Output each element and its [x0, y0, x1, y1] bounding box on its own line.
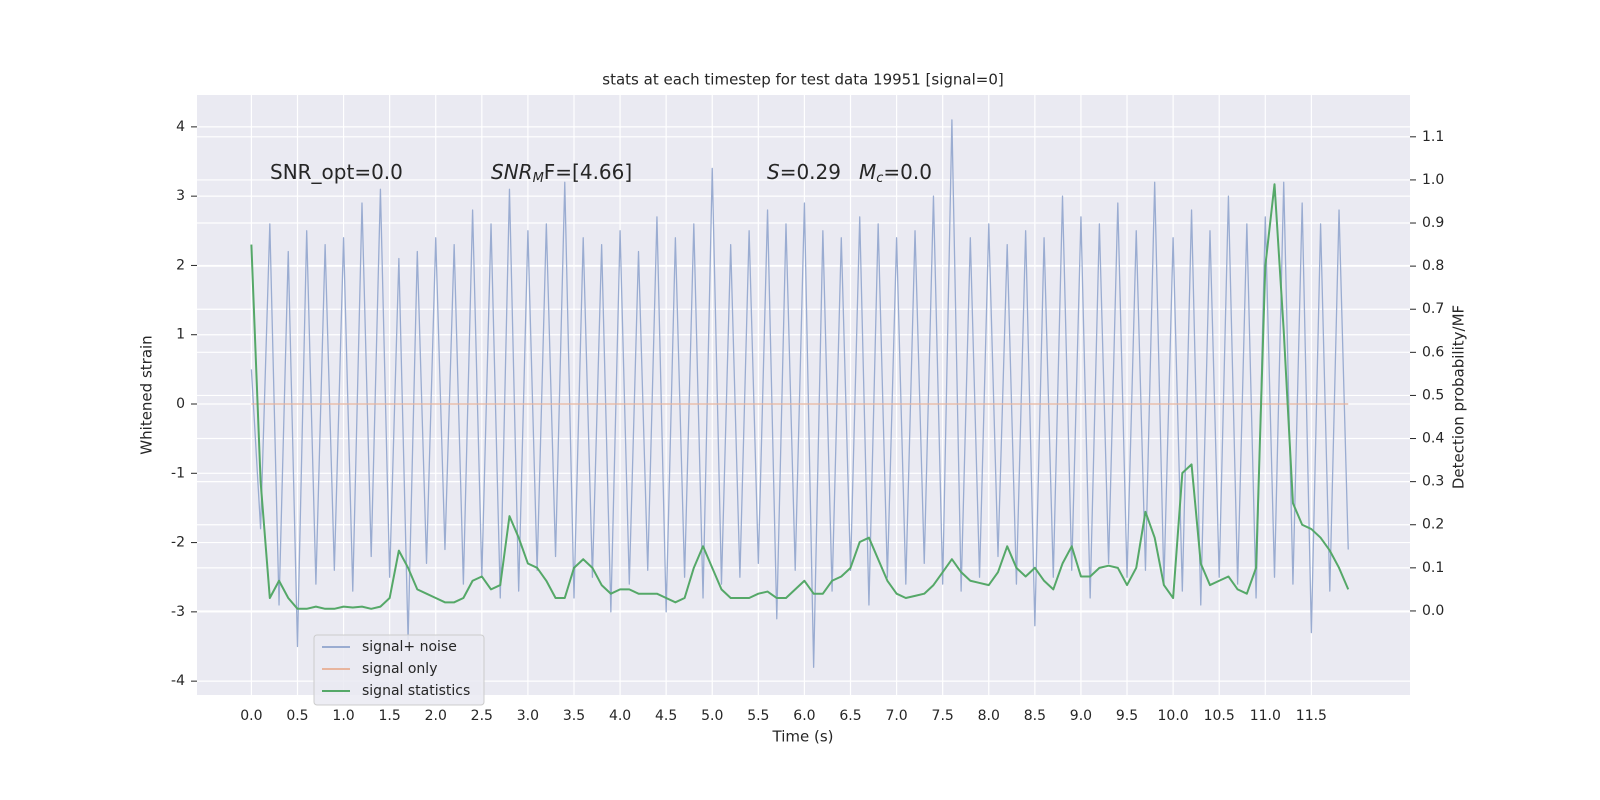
- y-axis-label: Whitened strain: [138, 335, 156, 454]
- y-tick-label: 4: [176, 119, 185, 135]
- legend-box: [313, 634, 485, 706]
- y2-tick-label: 0.5: [1422, 387, 1444, 403]
- legend-label: signal only: [362, 661, 437, 677]
- x-tick-label: 2.5: [471, 708, 493, 724]
- x-tick-label: 3.0: [517, 708, 539, 724]
- y2-tick-label: 0.2: [1422, 517, 1444, 533]
- x-tick-label: 5.5: [747, 708, 769, 724]
- x-tick-label: 1.5: [379, 708, 401, 724]
- x-tick-label: 4.0: [609, 708, 631, 724]
- x-tick-label: 0.5: [286, 708, 308, 724]
- y2-tick-label: 0.1: [1422, 560, 1444, 576]
- legend-label: signal+ noise: [362, 639, 457, 655]
- annotation-part: M: [859, 160, 876, 184]
- x-tick-label: 10.0: [1158, 708, 1189, 724]
- y2-tick-label: 0.6: [1422, 344, 1444, 360]
- y2-tick-label: 0.0: [1422, 603, 1444, 619]
- y2-tick-label: 0.3: [1422, 474, 1444, 490]
- legend-label: signal statistics: [362, 683, 470, 699]
- y-tick-label: 0: [176, 396, 185, 412]
- x-tick-label: 8.0: [978, 708, 1000, 724]
- annotation: Mc=0.0: [859, 160, 932, 186]
- annotation-part: M: [533, 171, 544, 186]
- x-tick-label: 11.0: [1250, 708, 1281, 724]
- x-tick-label: 8.5: [1024, 708, 1046, 724]
- y-tick-label: 1: [176, 327, 185, 343]
- x-tick-label: 7.5: [932, 708, 954, 724]
- annotation-part: =0.29: [780, 160, 841, 184]
- annotation-part: c: [876, 171, 883, 186]
- y2-tick-label: 0.8: [1422, 258, 1444, 274]
- annotation-part: F=[4.66]: [544, 160, 632, 184]
- annotation-part: SNR: [491, 160, 533, 184]
- annotation-part: =0.0: [883, 160, 932, 184]
- y2-tick-label: 1.0: [1422, 172, 1444, 188]
- annotation: SNRMF=[4.66]: [491, 160, 632, 186]
- y-tick-label: -2: [171, 535, 185, 551]
- annotation: SNR_opt=0.0: [270, 160, 403, 184]
- series-line: [250, 119, 1349, 668]
- y-tick-label: -3: [171, 604, 185, 620]
- y2-axis-label: Detection probability/MF: [1450, 305, 1468, 489]
- x-tick-label: 3.5: [563, 708, 585, 724]
- y2-tick-label: 1.1: [1422, 129, 1444, 145]
- chart-title: stats at each timestep for test data 199…: [602, 71, 1003, 89]
- x-tick-label: 6.5: [839, 708, 861, 724]
- x-tick-label: 0.0: [240, 708, 262, 724]
- x-tick-label: 10.5: [1204, 708, 1235, 724]
- x-tick-label: 6.0: [793, 708, 815, 724]
- y2-tick-label: 0.7: [1422, 301, 1444, 317]
- x-tick-label: 11.5: [1296, 708, 1327, 724]
- x-tick-label: 9.5: [1116, 708, 1138, 724]
- x-tick-label: 5.0: [701, 708, 723, 724]
- y-tick-label: -1: [171, 465, 185, 481]
- annotation: S=0.29: [767, 160, 841, 184]
- x-tick-label: 9.0: [1070, 708, 1092, 724]
- y-tick-label: 2: [176, 257, 185, 273]
- x-axis-label: Time (s): [772, 728, 834, 746]
- grid: [197, 95, 1410, 695]
- x-tick-label: 1.0: [332, 708, 354, 724]
- series-line: [250, 183, 1350, 610]
- y2-tick-label: 0.9: [1422, 215, 1444, 231]
- x-tick-label: 2.0: [425, 708, 447, 724]
- y2-tick-label: 0.4: [1422, 431, 1444, 447]
- annotation-part: SNR_opt=0.0: [270, 160, 403, 184]
- x-tick-label: 4.5: [655, 708, 677, 724]
- y-tick-label: -4: [171, 673, 185, 689]
- marks: [250, 119, 1350, 668]
- x-tick-label: 7.0: [885, 708, 907, 724]
- y-tick-label: 3: [176, 188, 185, 204]
- annotation-part: S: [767, 160, 780, 184]
